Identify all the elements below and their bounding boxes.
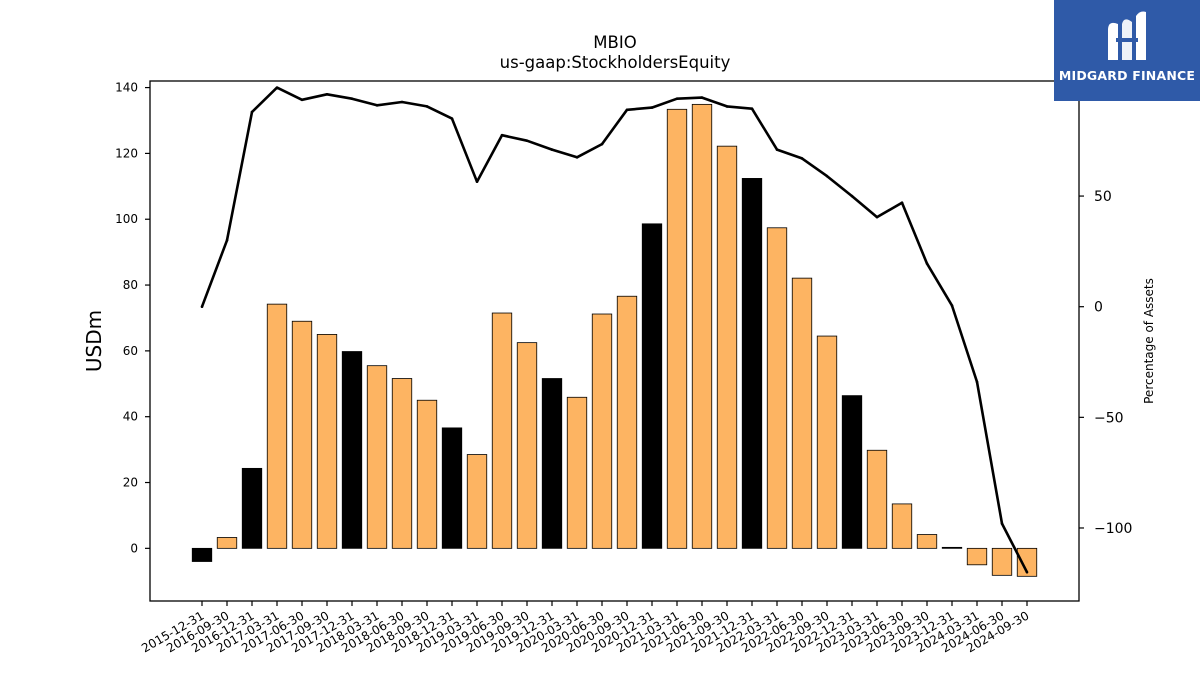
bar-2023-12-31: [941, 546, 963, 549]
line-point-2024-06-30: [1000, 522, 1004, 525]
y2-tick-label: −100: [1094, 521, 1132, 537]
line-point-2018-03-31: [375, 104, 379, 107]
bar-2021-09-30: [716, 145, 738, 549]
bar-2020-03-31: [566, 396, 588, 549]
bar-2017-12-31: [341, 351, 363, 549]
bar-2022-03-31: [766, 227, 788, 549]
line-point-2020-03-31: [575, 156, 579, 159]
chart-subtitle: us-gaap:StockholdersEquity: [500, 53, 731, 72]
bar-2019-06-30: [491, 312, 513, 549]
y-axis-label: USDm: [82, 310, 106, 372]
y-tick-label: 140: [115, 81, 138, 95]
bar-2018-09-30: [416, 399, 438, 549]
bar-2022-09-30: [816, 335, 838, 549]
right-axis-label: Percentage of Assets: [1142, 278, 1156, 404]
line-point-2016-09-30: [225, 239, 229, 242]
line-series: [200, 86, 1029, 574]
bar-2021-12-31: [741, 178, 763, 549]
line-point-2015-12-31: [200, 305, 204, 309]
plot-frame: [149, 80, 1080, 602]
midgard-logo: MIDGARD FINANCE: [1054, 0, 1200, 101]
line-point-2024-03-31: [975, 380, 979, 384]
bar-2024-03-31: [966, 547, 988, 566]
y-tick-label: 120: [115, 146, 138, 160]
bar-2023-09-30: [916, 534, 938, 549]
x-axis: 2015-12-312016-09-302016-12-312017-03-31…: [139, 601, 1032, 655]
line-point-2017-06-30: [300, 98, 304, 102]
line-point-2021-12-31: [750, 107, 754, 110]
bar-2016-09-30: [216, 537, 238, 549]
y2-tick-label: 50: [1094, 189, 1112, 205]
line-point-2019-03-31: [475, 180, 479, 183]
bar-2021-06-30: [691, 103, 713, 549]
bar-2020-09-30: [616, 295, 638, 549]
line-point-2021-03-31: [675, 97, 679, 101]
bar-2024-09-30: [1016, 547, 1038, 577]
bar-2019-12-31: [541, 378, 563, 549]
line-point-2017-09-30: [325, 92, 329, 96]
line-point-2018-09-30: [425, 105, 429, 108]
bar-2018-06-30: [391, 378, 413, 549]
bar-2017-06-30: [291, 320, 313, 549]
line-point-2021-06-30: [700, 96, 704, 99]
line-point-2016-12-31: [250, 110, 254, 114]
bar-2021-03-31: [666, 108, 688, 549]
line-point-2023-12-31: [950, 304, 954, 307]
y2-tick-label: −50: [1094, 410, 1124, 426]
line-point-2022-03-31: [775, 148, 779, 151]
bar-2017-09-30: [316, 334, 338, 549]
line-point-2018-12-31: [450, 117, 454, 120]
line-point-2019-12-31: [550, 148, 554, 151]
line-point-2022-12-31: [850, 194, 854, 198]
line-point-2019-09-30: [525, 139, 529, 143]
line-point-2019-06-30: [500, 133, 504, 137]
y-tick-label: 80: [123, 278, 138, 292]
line-point-2020-06-30: [600, 142, 604, 146]
y-tick-label: 0: [130, 541, 138, 555]
percentage-line: [200, 86, 1029, 573]
y2-tick-label: 0: [1094, 300, 1103, 316]
y-tick-label: 40: [123, 410, 138, 424]
line-point-2022-09-30: [825, 174, 829, 178]
right-axis: −100−50050100: [1079, 78, 1132, 537]
line-point-2023-03-31: [875, 215, 879, 219]
y-tick-label: 60: [123, 344, 138, 358]
line-point-2018-06-30: [400, 100, 404, 104]
line-point-2023-06-30: [900, 201, 904, 205]
bar-2017-03-31: [266, 303, 288, 549]
y-tick-label: 100: [115, 212, 138, 226]
midgard-logo-icon: [1108, 11, 1146, 60]
line-point-2020-09-30: [625, 108, 629, 112]
bar-2024-06-30: [991, 547, 1013, 576]
bar-2015-12-31: [191, 547, 213, 562]
bar-series: [191, 103, 1038, 577]
line-point-2023-09-30: [925, 262, 929, 265]
line-point-2021-09-30: [725, 105, 729, 108]
left-axis: 0 20 40 60 80 100 120 140: [115, 81, 150, 555]
bar-2019-09-30: [516, 342, 538, 549]
bar-2023-03-31: [866, 449, 888, 549]
line-point-2020-12-31: [650, 106, 654, 109]
bar-2018-12-31: [441, 427, 463, 549]
bar-2018-03-31: [366, 365, 388, 549]
bar-2020-06-30: [591, 313, 613, 549]
line-point-2017-03-31: [275, 86, 279, 89]
bar-2022-06-30: [791, 277, 813, 549]
line-point-2017-12-31: [350, 97, 354, 101]
line-point-2022-06-30: [800, 157, 804, 160]
bar-2016-12-31: [241, 467, 263, 549]
bar-2019-03-31: [466, 454, 488, 549]
line-point-2024-09-30: [1025, 570, 1029, 574]
chart-title: MBIO: [593, 33, 636, 52]
bar-2022-12-31: [841, 395, 863, 549]
bar-2020-12-31: [641, 223, 663, 549]
logo-text: MIDGARD FINANCE: [1058, 68, 1196, 83]
y-tick-label: 20: [123, 476, 138, 490]
bar-2023-06-30: [891, 503, 913, 549]
